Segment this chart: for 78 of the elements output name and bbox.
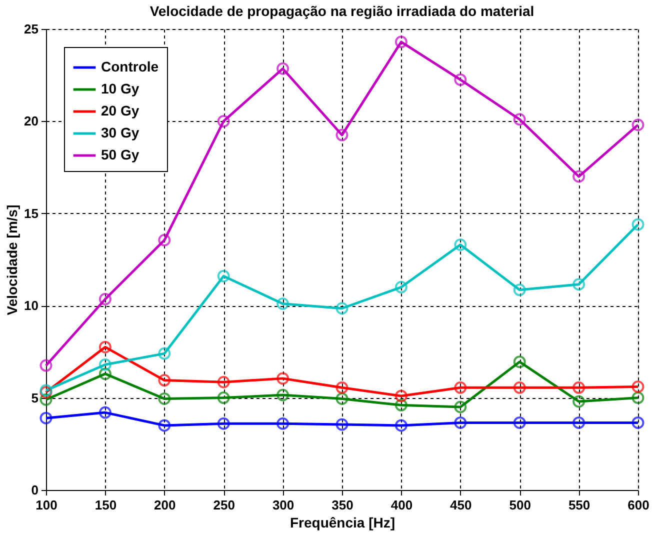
point — [632, 392, 644, 404]
point — [632, 416, 644, 429]
x-axis-title: Frequência [Hz] — [290, 514, 396, 530]
point — [394, 36, 408, 48]
point — [572, 278, 586, 291]
point — [336, 302, 348, 315]
point — [217, 392, 230, 404]
x-tick-label: 150 — [94, 498, 117, 512]
point — [336, 128, 348, 142]
point — [98, 406, 112, 419]
point — [40, 359, 52, 372]
point — [394, 419, 408, 432]
point — [158, 419, 171, 432]
point — [276, 298, 290, 310]
point — [632, 118, 644, 132]
point — [217, 417, 230, 430]
point — [98, 340, 112, 354]
point — [513, 381, 526, 394]
point — [632, 380, 644, 393]
point — [394, 280, 408, 294]
point — [158, 347, 171, 360]
x-tick-label: 400 — [390, 498, 413, 512]
x-tick-label: 100 — [36, 498, 58, 512]
point — [276, 62, 290, 75]
x-tick-label: 300 — [272, 498, 294, 512]
point — [572, 416, 586, 429]
point — [98, 292, 112, 306]
legend-label: 30 Gy — [101, 124, 140, 140]
x-tick-label: 250 — [213, 498, 235, 512]
point — [513, 284, 526, 296]
point — [276, 388, 290, 402]
chart-title: Velocidade de propagação na região irradiada do material — [150, 3, 534, 19]
point — [217, 270, 230, 282]
point — [454, 238, 467, 251]
point — [158, 234, 171, 246]
point — [394, 398, 408, 412]
point — [513, 356, 526, 368]
legend-label: Controle — [101, 58, 159, 74]
point — [632, 218, 644, 231]
point — [513, 416, 526, 429]
x-tick-label: 600 — [628, 498, 650, 512]
point — [158, 374, 171, 387]
point — [40, 412, 52, 424]
legend-label: 20 Gy — [101, 102, 140, 118]
legend-label: 10 Gy — [101, 80, 140, 96]
point — [454, 400, 467, 414]
point — [276, 372, 290, 385]
y-tick-label: 15 — [24, 206, 38, 221]
legend-label: 50 Gy — [101, 146, 140, 162]
y-tick-label: 5 — [31, 390, 38, 406]
point — [454, 73, 467, 86]
point — [394, 390, 408, 402]
x-tick-label: 500 — [509, 498, 531, 512]
point — [572, 395, 586, 408]
x-tick-label: 350 — [332, 498, 354, 512]
point — [336, 418, 348, 431]
point — [454, 381, 467, 394]
y-tick-label: 10 — [24, 298, 38, 314]
point — [513, 113, 526, 126]
point — [336, 392, 348, 405]
y-tick-label: 0 — [31, 482, 38, 498]
point — [276, 417, 290, 430]
y-axis-title: Velocidade [m/s] — [4, 204, 20, 316]
point — [217, 376, 230, 388]
y-tick-label: 20 — [24, 114, 38, 129]
point — [98, 368, 112, 380]
x-tick-label: 550 — [568, 498, 590, 512]
point — [98, 358, 112, 371]
point — [217, 114, 230, 128]
point — [572, 170, 586, 183]
point — [40, 393, 52, 406]
point — [572, 381, 586, 394]
x-tick-label: 450 — [450, 498, 472, 512]
x-tick-label: 200 — [154, 498, 176, 512]
point — [336, 381, 348, 394]
point — [158, 392, 171, 405]
point — [454, 416, 467, 429]
y-tick-label: 25 — [24, 22, 38, 36]
